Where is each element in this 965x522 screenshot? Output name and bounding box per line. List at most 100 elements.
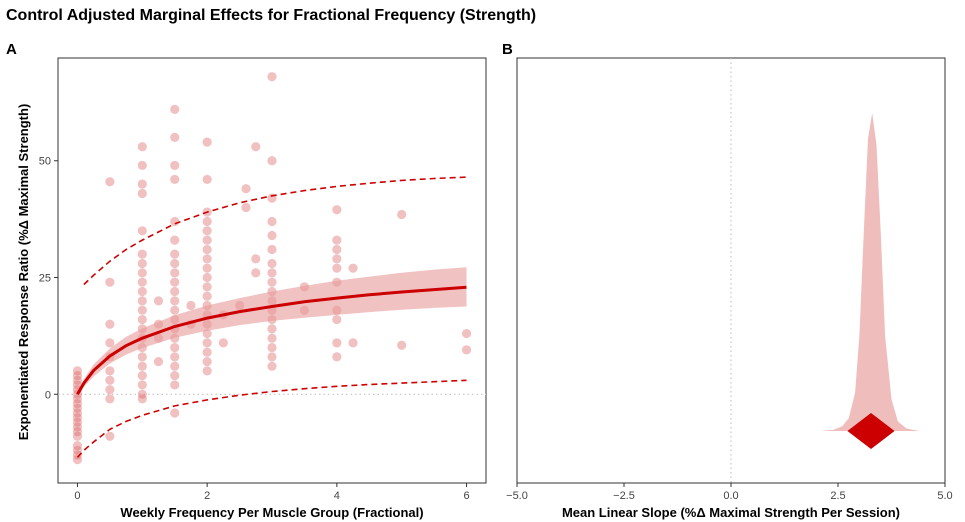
data-point — [202, 235, 212, 245]
data-point — [137, 361, 147, 371]
data-point — [348, 338, 358, 348]
data-point — [170, 235, 180, 245]
data-point — [137, 188, 147, 199]
data-point — [137, 314, 147, 325]
data-point — [72, 413, 83, 423]
data-point — [348, 263, 358, 273]
panel-a-y-axis-title: Exponentiated Response Ratio (%Δ Maximal… — [16, 104, 31, 441]
panel-b-axes: −5.0 −2.5 0.0 2.5 5.0 — [506, 483, 953, 502]
data-point — [332, 338, 342, 348]
data-point — [241, 184, 251, 194]
data-point — [105, 375, 115, 385]
data-point — [202, 282, 212, 292]
data-point — [202, 226, 212, 236]
data-point — [461, 345, 472, 355]
data-point — [332, 263, 342, 273]
data-point — [267, 342, 277, 353]
data-point — [72, 375, 83, 385]
data-point — [72, 431, 83, 441]
data-point — [72, 370, 83, 381]
panel-b-x-axis-title: Mean Linear Slope (%Δ Maximal Strength P… — [562, 505, 900, 520]
data-point — [202, 366, 212, 376]
data-point — [137, 305, 147, 315]
data-point — [153, 356, 164, 367]
data-point — [170, 296, 180, 306]
data-point — [105, 277, 115, 287]
data-point — [397, 340, 407, 350]
data-point — [202, 263, 212, 273]
data-point — [170, 380, 180, 390]
data-point — [170, 277, 180, 287]
x-tick-label: 5.0 — [937, 490, 952, 502]
data-point — [72, 422, 83, 432]
x-tick-label: 0.0 — [723, 490, 738, 502]
data-point — [267, 72, 277, 82]
data-point — [137, 277, 147, 287]
data-point — [137, 226, 147, 236]
data-point — [153, 296, 164, 306]
data-point — [105, 338, 115, 348]
data-point — [137, 394, 147, 404]
x-tick-label: 0 — [74, 490, 80, 502]
data-point — [105, 319, 115, 329]
x-tick-label: 2.5 — [830, 490, 845, 502]
data-point — [202, 338, 212, 348]
data-point — [170, 216, 180, 227]
data-point — [267, 216, 277, 227]
data-point — [137, 296, 147, 306]
confidence-band — [77, 267, 467, 397]
data-point — [137, 380, 147, 390]
data-point — [170, 408, 180, 418]
data-point — [72, 380, 83, 390]
data-point — [170, 352, 180, 362]
x-tick-label: 4 — [334, 490, 340, 502]
data-point — [251, 268, 261, 278]
data-point — [267, 361, 277, 371]
data-point — [332, 254, 342, 264]
data-point — [202, 137, 212, 147]
data-point — [137, 249, 147, 259]
data-point — [137, 370, 147, 381]
x-tick-label: −5.0 — [506, 490, 528, 502]
data-point — [170, 160, 180, 171]
data-point — [72, 427, 83, 437]
data-point — [137, 268, 147, 278]
data-point — [202, 174, 212, 185]
data-point — [72, 417, 83, 427]
data-point — [72, 455, 83, 465]
data-point — [186, 300, 196, 311]
data-point — [397, 209, 407, 220]
point-estimate-diamond — [847, 413, 895, 449]
data-point — [72, 403, 83, 413]
data-point — [137, 389, 147, 399]
data-point — [105, 394, 115, 404]
data-point — [72, 445, 83, 455]
prediction-interval-upper — [83, 176, 467, 286]
panel-b-plot — [730, 58, 920, 483]
data-point — [105, 177, 115, 187]
data-point — [72, 441, 83, 451]
data-point — [218, 338, 228, 348]
data-point — [332, 314, 342, 325]
data-point — [72, 450, 83, 460]
panel-a-frame — [57, 57, 487, 484]
data-point — [202, 356, 212, 367]
data-point — [137, 352, 147, 362]
data-point — [267, 333, 277, 343]
data-point — [105, 431, 115, 441]
fitted-mean-line — [76, 285, 467, 396]
data-point — [105, 384, 115, 395]
data-point — [332, 205, 342, 215]
data-point — [202, 347, 212, 357]
y-tick-label: 25 — [39, 273, 51, 285]
data-point — [202, 272, 212, 283]
data-point — [137, 160, 147, 171]
data-point — [202, 254, 212, 264]
x-tick-label: 2 — [204, 490, 210, 502]
data-point — [170, 370, 180, 381]
data-point — [170, 258, 180, 269]
y-tick-label: 50 — [39, 156, 51, 168]
x-tick-label: 6 — [463, 490, 469, 502]
panel-a-plot — [58, 72, 486, 465]
